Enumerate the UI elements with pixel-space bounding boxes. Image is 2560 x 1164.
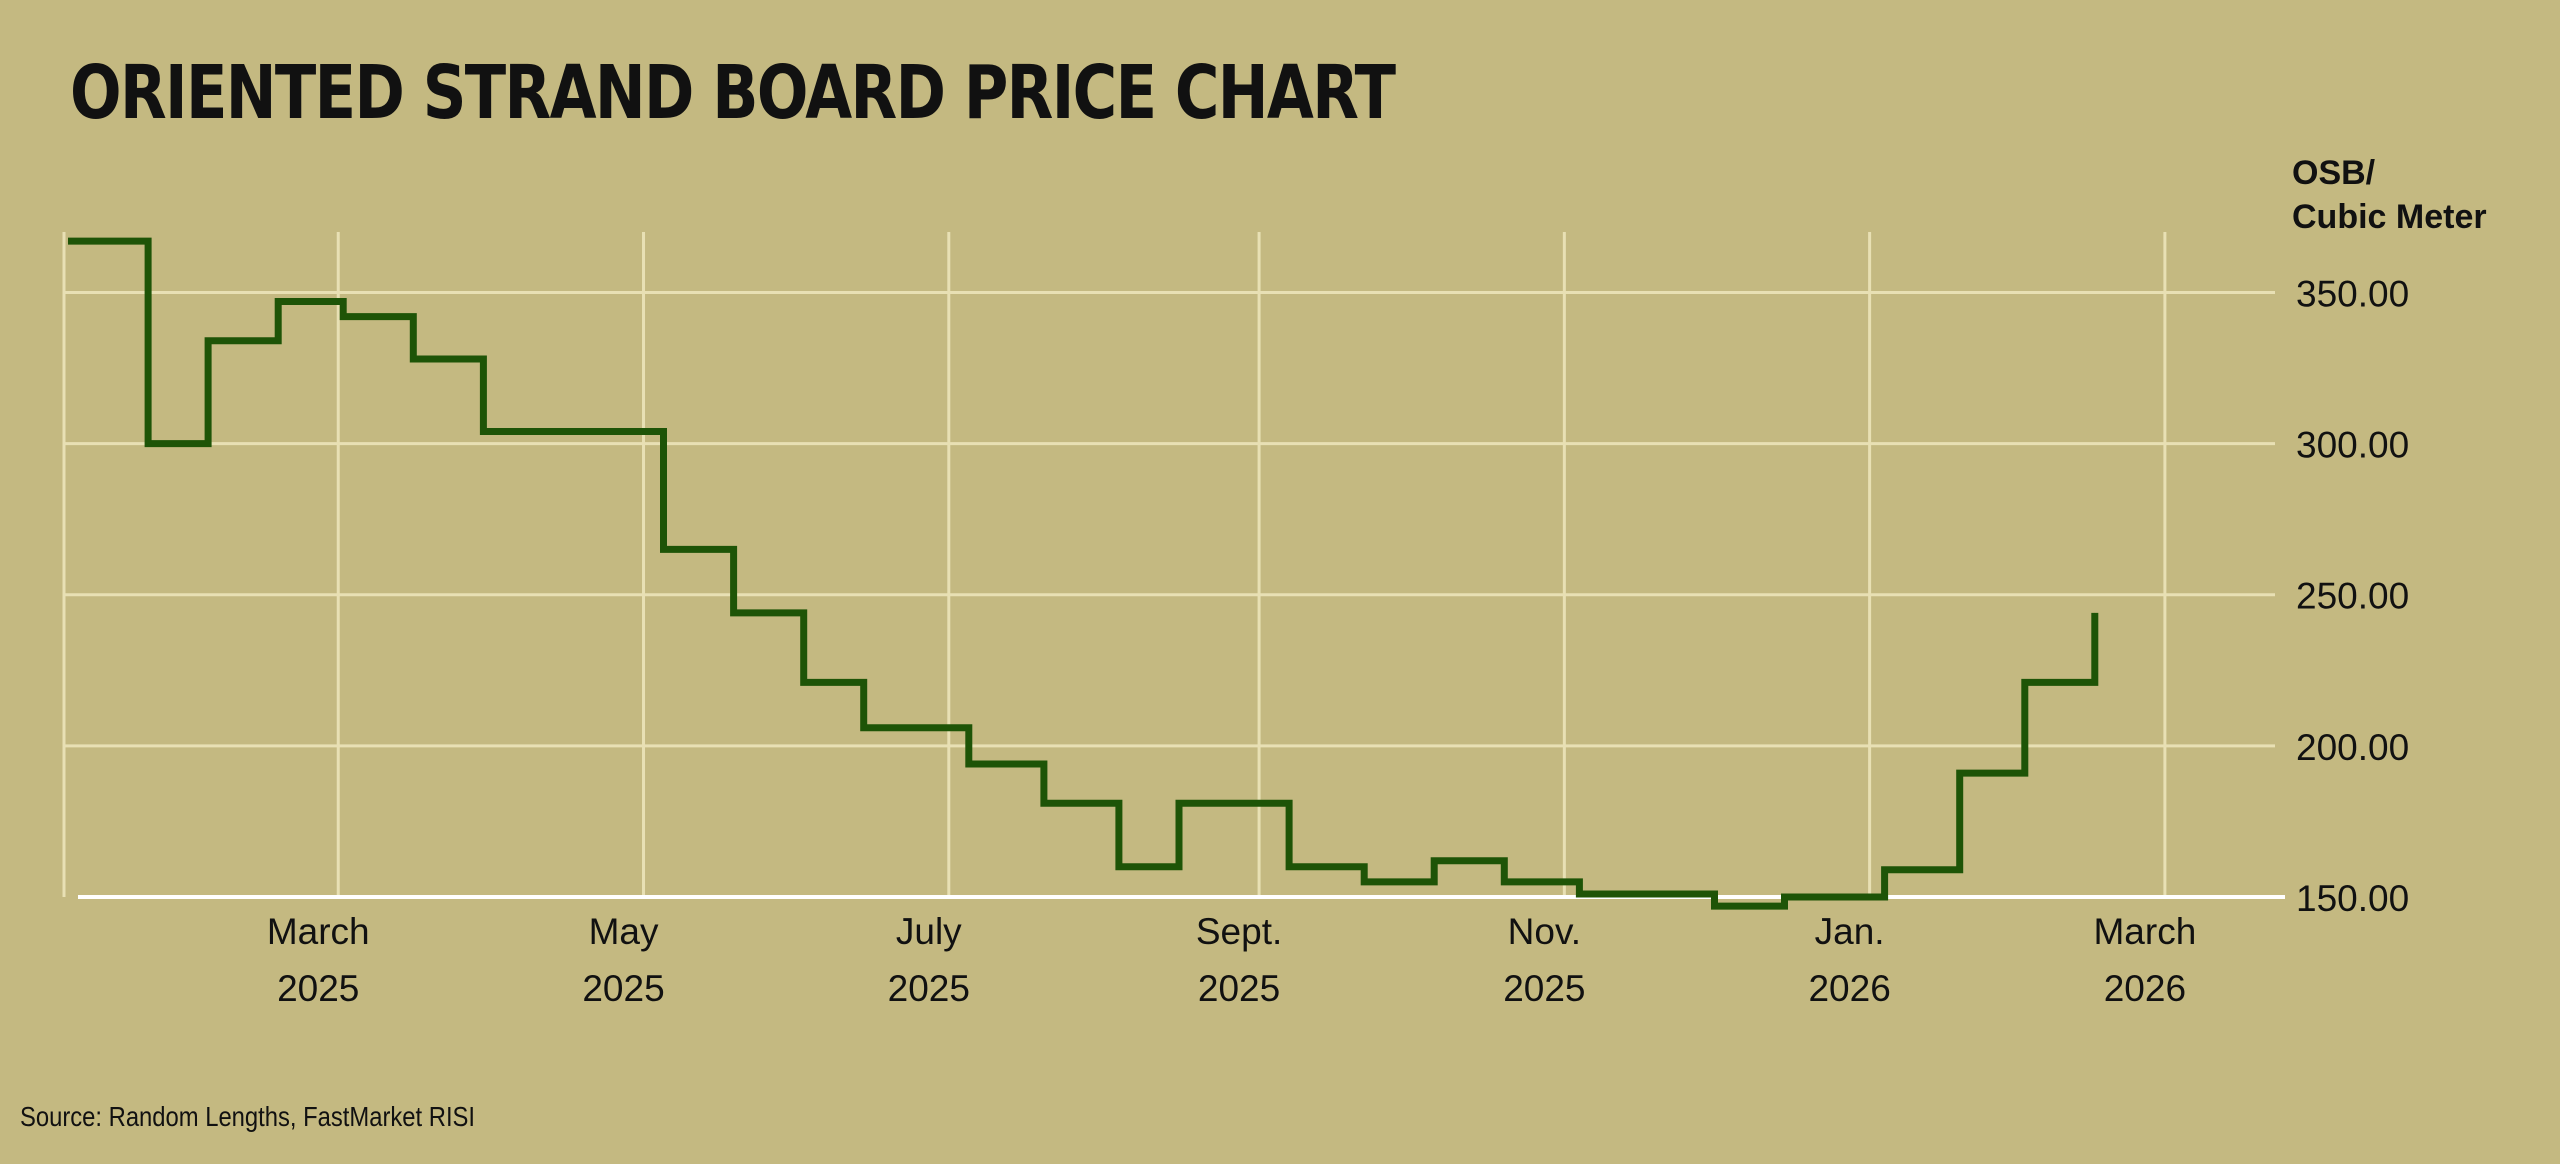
x-tick-label: 2026 bbox=[1808, 968, 1890, 1009]
x-tick-label: Nov. bbox=[1508, 911, 1581, 952]
x-tick-label: 2025 bbox=[1198, 968, 1280, 1009]
x-tick-label: 2025 bbox=[888, 968, 970, 1009]
x-tick-label: Jan. bbox=[1815, 911, 1885, 952]
x-tick-label: May bbox=[589, 911, 659, 952]
x-tick-label: 2025 bbox=[1503, 968, 1585, 1009]
x-tick-label: 2025 bbox=[582, 968, 664, 1009]
source-note: Source: Random Lengths, FastMarket RISI bbox=[20, 1101, 476, 1132]
series-line-0 bbox=[68, 237, 2099, 910]
grid-lines bbox=[62, 232, 2275, 897]
x-tick-label: Sept. bbox=[1196, 911, 1282, 952]
series-layer bbox=[67, 237, 2099, 910]
x-tick-label: July bbox=[896, 911, 962, 952]
chart-title: ORIENTED STRAND BOARD PRICE CHART bbox=[70, 50, 1396, 136]
y-unit-label-line-2: Cubic Meter bbox=[2292, 198, 2487, 236]
y-tick-label: 150.00 bbox=[2296, 878, 2409, 919]
x-tick-label: March bbox=[267, 911, 370, 952]
y-tick-labels: 150.00 200.00 250.00 300.00 350.00 bbox=[2296, 273, 2409, 919]
x-tick-label: 2025 bbox=[277, 968, 359, 1009]
x-tick-labels: March 2025 May 2025 July 2025 Sept. 2025 Nov. 202… bbox=[267, 911, 2196, 1009]
y-unit-label-line-1: OSB/ bbox=[2292, 154, 2376, 192]
y-tick-label: 250.00 bbox=[2296, 576, 2409, 617]
y-tick-label: 350.00 bbox=[2296, 273, 2409, 314]
y-tick-label: 300.00 bbox=[2296, 425, 2409, 466]
y-tick-label: 200.00 bbox=[2296, 727, 2409, 768]
x-tick-label: March bbox=[2093, 911, 2196, 952]
x-tick-label: 2026 bbox=[2104, 968, 2186, 1009]
